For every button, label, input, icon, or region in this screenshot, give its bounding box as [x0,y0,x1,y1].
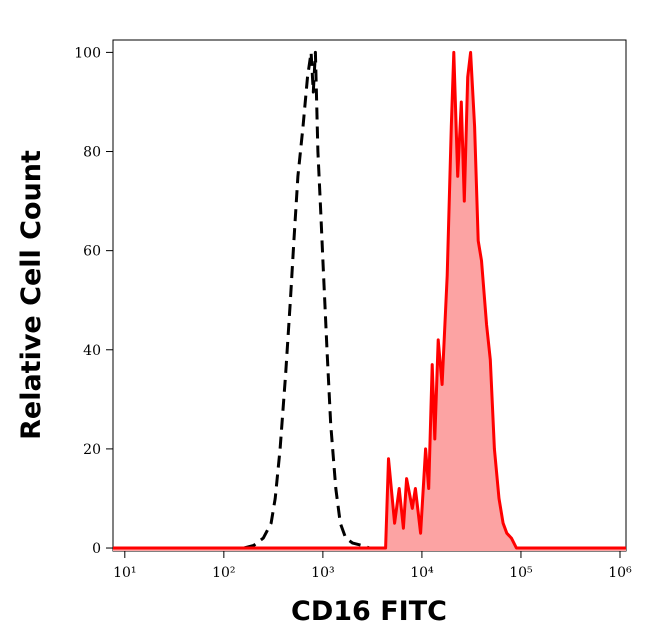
histogram-fill [113,52,626,552]
y-axis-label: Relative Cell Count [16,150,47,440]
plot-frame [112,39,627,552]
y-tick-label: 100 [74,45,101,61]
y-tick-label: 0 [92,541,101,557]
y-tick-label: 40 [83,343,101,359]
y-tick-label: 80 [83,145,101,161]
histogram-line [113,50,626,550]
x-tick-label: 10⁵ [509,565,533,581]
x-axis-label: CD16 FITC [291,596,447,627]
x-tick-label: 10¹ [113,565,136,581]
x-tick-label: 10³ [311,565,334,581]
y-tick-label: 20 [83,442,101,458]
x-tick-label: 10² [212,565,235,581]
x-tick-label: 10⁶ [608,565,632,581]
y-tick-label: 60 [83,244,101,260]
x-tick-label: 10⁴ [410,565,434,581]
histogram-line [243,50,370,550]
